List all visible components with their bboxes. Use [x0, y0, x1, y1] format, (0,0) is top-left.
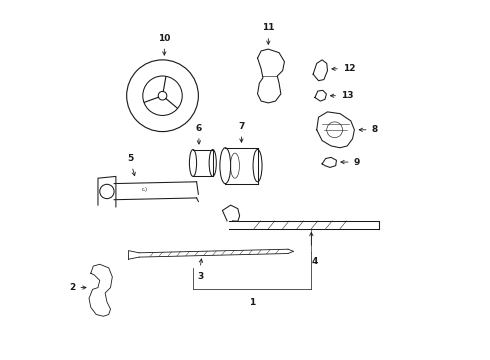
Text: 2: 2	[69, 283, 75, 292]
Text: 1: 1	[249, 298, 255, 307]
Text: 13: 13	[341, 91, 354, 100]
Text: c.): c.)	[142, 187, 147, 192]
Text: 12: 12	[343, 64, 355, 73]
Text: 3: 3	[197, 272, 203, 281]
Text: 4: 4	[312, 257, 318, 266]
Text: 7: 7	[238, 122, 245, 131]
Text: 9: 9	[354, 158, 360, 167]
Text: 6: 6	[196, 124, 202, 133]
Text: 5: 5	[127, 154, 133, 163]
Text: 11: 11	[262, 23, 274, 32]
Text: 8: 8	[371, 125, 378, 134]
Text: 10: 10	[158, 33, 171, 42]
